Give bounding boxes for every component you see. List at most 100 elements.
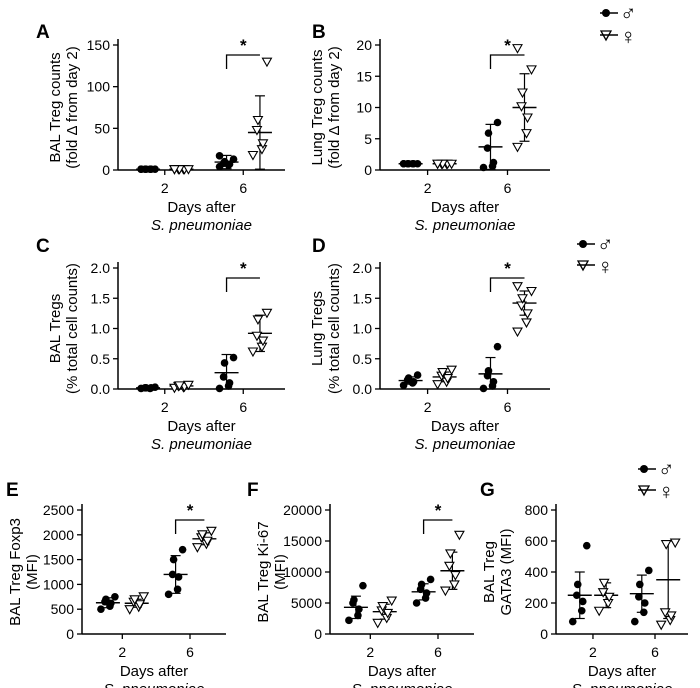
- series-male: [136, 353, 239, 393]
- panel-letter: D: [312, 236, 326, 257]
- y-tick-label: 500: [51, 601, 75, 617]
- data-point: [426, 575, 435, 584]
- data-point: [489, 158, 498, 167]
- x-tick-label: 6: [239, 180, 247, 196]
- significance-star: *: [435, 501, 442, 520]
- x-axis-title: Days after: [120, 663, 188, 680]
- x-axis-subtitle: S. pneumoniae: [104, 681, 205, 688]
- data-point: [102, 595, 110, 604]
- x-tick-label: 2: [118, 644, 126, 660]
- data-point: [257, 336, 269, 347]
- y-tick-label: 2500: [43, 502, 74, 518]
- y-tick-label: 50: [94, 120, 110, 136]
- data-point: [484, 367, 493, 375]
- data-point: [413, 159, 422, 168]
- data-point: [174, 573, 183, 581]
- panel-letter: E: [6, 480, 19, 501]
- series-female: [593, 538, 681, 631]
- data-point: [602, 598, 614, 609]
- data-point: [655, 620, 667, 631]
- data-point: [597, 588, 609, 598]
- x-tick-label: 6: [239, 399, 247, 415]
- data-point: [261, 308, 273, 319]
- x-axis-title: Days after: [167, 199, 235, 216]
- data-point: [443, 561, 455, 572]
- data-point: [111, 593, 119, 601]
- data-point: [453, 530, 465, 541]
- y-tick-label: 20000: [283, 502, 322, 518]
- data-point: [659, 608, 671, 618]
- x-axis-subtitle: S. pneumoniae: [151, 436, 252, 453]
- data-point: [355, 605, 363, 613]
- data-point: [251, 331, 263, 342]
- data-point: [229, 155, 238, 163]
- legend-male-symbol: ♂: [620, 0, 637, 25]
- data-point: [439, 586, 451, 597]
- series-female: [169, 308, 273, 394]
- y-tick-label: 5000: [291, 595, 322, 611]
- x-tick-label: 2: [424, 399, 432, 415]
- y-tick-label: 1.0: [353, 321, 373, 337]
- y-axis-title: BAL Treg Ki-67: [255, 521, 272, 622]
- x-tick-label: 6: [504, 399, 512, 415]
- y-tick-label: 20: [356, 37, 372, 53]
- panel-letter: B: [312, 22, 326, 43]
- data-point: [582, 541, 591, 550]
- y-axis-title: BAL Tregs: [47, 294, 64, 363]
- data-point: [526, 65, 537, 75]
- data-point: [399, 159, 408, 168]
- y-tick-label: 100: [87, 79, 111, 95]
- data-point: [417, 580, 426, 589]
- significance-bracket: [225, 54, 260, 69]
- data-point: [489, 377, 498, 386]
- data-point: [573, 580, 582, 589]
- data-point: [247, 150, 259, 161]
- data-point: [521, 129, 532, 139]
- series-female: [432, 44, 537, 170]
- data-point: [577, 606, 586, 615]
- significance-star: *: [187, 501, 194, 520]
- series-female: [432, 282, 537, 390]
- x-tick-label: 6: [651, 644, 659, 660]
- x-tick-label: 2: [161, 399, 169, 415]
- y-tick-label: 2000: [43, 527, 74, 543]
- data-point: [432, 159, 444, 170]
- data-point: [173, 585, 182, 594]
- data-point: [97, 605, 105, 613]
- data-point: [124, 605, 136, 615]
- x-tick-label: 6: [434, 644, 442, 660]
- data-point: [522, 309, 533, 319]
- data-point: [493, 118, 502, 127]
- y-axis-subtitle: (MFI): [24, 554, 41, 590]
- y-tick-label: 1.5: [91, 290, 111, 306]
- data-point: [645, 566, 653, 575]
- legend-male-symbol: ♂: [597, 231, 614, 256]
- data-point: [137, 165, 145, 173]
- y-tick-label: 15000: [283, 533, 322, 549]
- series-female: [372, 530, 465, 629]
- data-point: [568, 617, 577, 626]
- data-point: [665, 611, 677, 622]
- data-point: [483, 144, 492, 152]
- x-axis-subtitle: S. pneumoniae: [415, 436, 516, 453]
- data-point: [432, 380, 444, 390]
- series-male: [398, 118, 503, 172]
- data-point: [345, 616, 353, 625]
- legend-male-symbol: ♂: [658, 456, 675, 481]
- legend-female-symbol: ♀: [597, 254, 614, 279]
- data-point: [517, 88, 528, 99]
- y-tick-label: 2.0: [353, 260, 373, 276]
- x-axis-title: Days after: [431, 418, 499, 435]
- y-tick-label: 2.0: [91, 260, 111, 276]
- significance-star: *: [504, 36, 511, 55]
- data-point: [174, 381, 185, 391]
- x-tick-label: 6: [504, 180, 512, 196]
- data-point: [220, 157, 229, 166]
- significance-star: *: [240, 259, 247, 278]
- legend-top: ♂ ♀: [599, 0, 637, 49]
- series-male: [398, 342, 503, 393]
- data-point: [196, 530, 208, 540]
